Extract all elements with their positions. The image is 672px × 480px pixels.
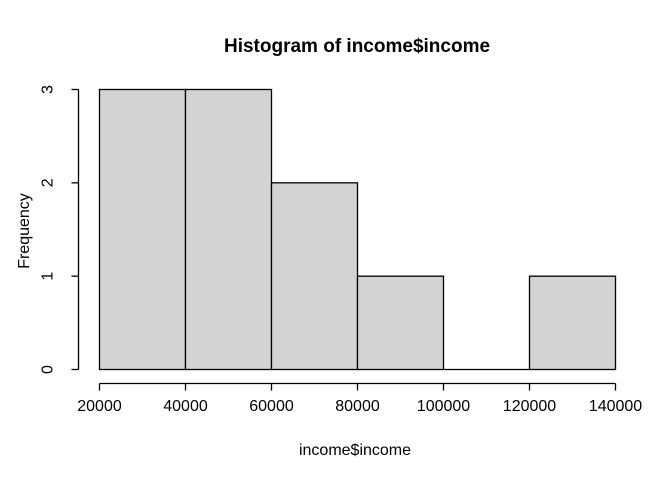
histogram-bar (184, 88, 273, 371)
y-tick-label: 0 (40, 365, 57, 374)
x-axis-label: income$income (299, 442, 411, 459)
x-tick-label: 80000 (335, 398, 380, 415)
x-tick-label: 120000 (503, 398, 556, 415)
x-tick-label: 60000 (249, 398, 294, 415)
histogram-bar (356, 275, 445, 371)
x-tick-label: 140000 (589, 398, 642, 415)
histogram-bar (98, 88, 187, 371)
x-tick-label: 40000 (163, 398, 208, 415)
histogram-bars (98, 88, 617, 371)
histogram-bar (528, 275, 617, 371)
y-tick-label: 1 (40, 272, 57, 281)
x-axis: 20000 40000 60000 80000 100000 120000 140000 (77, 382, 642, 415)
chart-title: Histogram of income$income (224, 36, 490, 57)
y-tick-label: 2 (40, 178, 57, 187)
y-axis-label: Frequency (16, 193, 33, 269)
y-tick-label: 3 (40, 85, 57, 94)
x-tick-label: 20000 (77, 398, 122, 415)
x-tick-label: 100000 (417, 398, 470, 415)
histogram-bar (270, 182, 359, 371)
y-axis: 0 1 2 3 (40, 85, 80, 374)
